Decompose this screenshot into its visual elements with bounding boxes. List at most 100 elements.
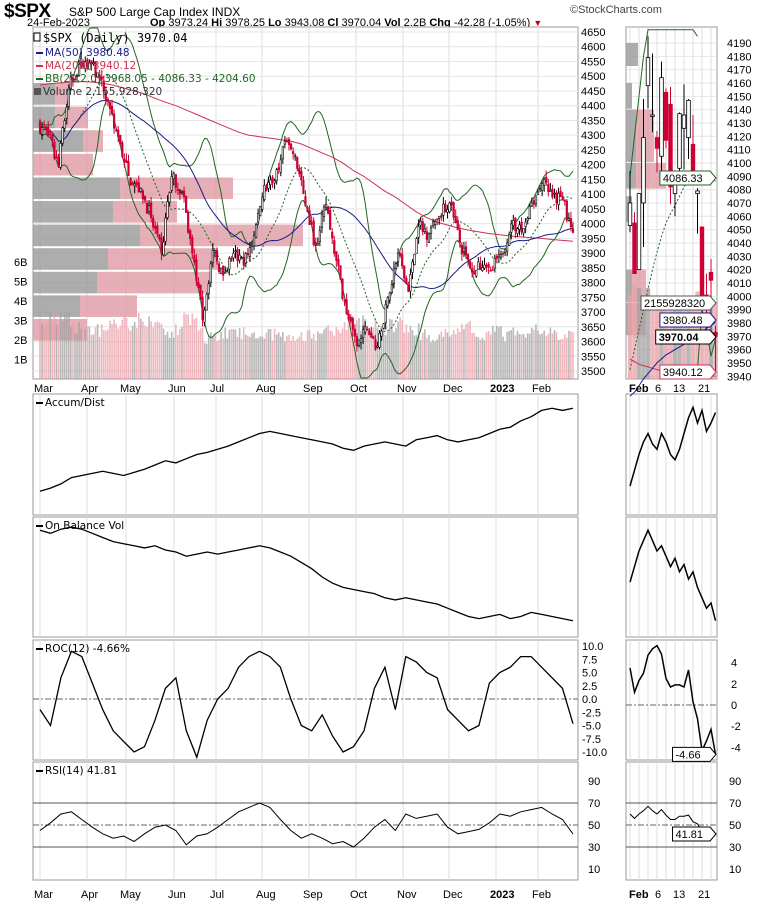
candle-body	[242, 256, 245, 266]
volume-bar	[327, 325, 329, 379]
volume-bar	[508, 330, 511, 379]
candle-body	[471, 268, 474, 273]
candle-body	[168, 192, 171, 203]
detail-candle-body	[645, 57, 651, 87]
volume-bar	[317, 331, 319, 379]
volume-bar	[364, 319, 366, 379]
ma200-tag-text: 3940.12	[663, 367, 703, 379]
volume-bar	[57, 325, 60, 379]
detail-roc-tick-label: 4	[731, 658, 737, 670]
ma50-tag-box	[659, 312, 717, 328]
month-label: Nov	[397, 383, 417, 395]
volume-bar	[442, 336, 445, 379]
price-tick-label: 3650	[581, 322, 605, 334]
security-name-text: S&P 500 Large Cap Index	[69, 5, 209, 19]
volume-bar	[426, 338, 428, 379]
candle-body	[506, 242, 509, 252]
volume-bar	[481, 337, 484, 379]
volume-bar	[86, 326, 89, 379]
legend-roc: ROC(12) -4.66%	[45, 643, 130, 655]
volume-bar	[286, 335, 288, 379]
volume-bar	[549, 327, 552, 379]
candle-body	[399, 252, 402, 256]
volume-bar	[321, 333, 323, 379]
volume-bar	[187, 314, 189, 379]
candle-body	[189, 230, 192, 240]
detail-candle-body	[641, 137, 646, 204]
volume-bar	[179, 328, 181, 379]
candle-body	[567, 218, 570, 221]
month-label: Jun	[168, 383, 186, 395]
volume-bar	[63, 314, 66, 379]
volume-bar	[632, 284, 637, 379]
volume-bar	[84, 329, 87, 379]
candle-body	[108, 102, 112, 109]
detail-price-tick-label: 4160	[727, 78, 751, 90]
volume-bar	[627, 295, 633, 379]
candle-body	[236, 249, 239, 262]
obv-line	[39, 526, 574, 622]
volume-bar	[189, 324, 192, 379]
candle-body	[145, 202, 149, 214]
open-value: 3973.24	[168, 17, 209, 29]
candle-body	[491, 269, 494, 271]
legend-volume: Volume 2,155,928,320	[43, 86, 162, 98]
candle-body	[215, 250, 219, 262]
detail-price-tick-label: 4120	[727, 131, 751, 143]
rsi-tag-box	[672, 826, 717, 842]
candle-body	[528, 205, 531, 219]
legend-ma200: MA(200) 3940.12	[45, 60, 136, 72]
candle-body	[370, 332, 373, 338]
legend-ma50-swatch	[36, 52, 43, 54]
candle-body	[73, 78, 77, 81]
volume-bar	[228, 329, 231, 379]
price-tick-label: 4500	[581, 71, 605, 83]
candle-body	[390, 284, 394, 294]
volume-bar	[516, 330, 519, 379]
candle-body	[448, 202, 451, 213]
volume-bar	[273, 328, 276, 379]
candle-body	[135, 181, 138, 185]
volume-bar	[284, 341, 286, 379]
candle-body	[345, 299, 348, 314]
candle-body	[372, 336, 375, 339]
volume-bar	[290, 340, 292, 379]
volume-by-price-up-bar	[626, 269, 632, 302]
volume-by-price-up-bar	[626, 162, 636, 189]
candle-body	[423, 228, 426, 232]
volume-bar	[514, 335, 517, 379]
volume-bar	[341, 328, 344, 379]
candle-body	[45, 126, 48, 131]
panel-frame	[32, 639, 579, 761]
volume-bar	[343, 322, 346, 379]
volume-by-price-up-bar	[33, 295, 80, 317]
candle-body	[71, 77, 75, 82]
volume-bar	[277, 332, 280, 379]
volume-bar	[183, 312, 185, 379]
candle-body	[213, 250, 217, 253]
volume-by-price-down-bar	[97, 271, 210, 294]
candle-body	[429, 227, 433, 234]
volume-bar	[483, 340, 486, 379]
volume-bar	[440, 331, 443, 379]
ohlc-summary: Op 3973.24 Hi 3978.25 Lo 3943.08 Cl 3970…	[150, 17, 542, 29]
candle-body	[211, 249, 214, 263]
bottom-month-label: Dec	[443, 889, 463, 901]
high-label: Hi	[211, 17, 223, 29]
legend-ma200-swatch	[36, 65, 43, 67]
volume-bar	[428, 334, 430, 379]
volume-bar	[288, 334, 290, 379]
low-label: Lo	[268, 17, 282, 29]
price-tick-label: 3500	[581, 366, 605, 378]
candle-body	[409, 274, 412, 292]
volume-bar	[102, 329, 105, 379]
candle-body	[359, 338, 363, 343]
candle-body	[75, 75, 79, 77]
candle-body	[292, 151, 295, 155]
legend-obv-swatch	[36, 525, 43, 527]
volume-by-price-down-bar	[140, 224, 303, 247]
detail-candle-body	[686, 99, 691, 139]
candle-body	[452, 202, 455, 218]
candle-body	[143, 195, 147, 201]
candle-body	[440, 215, 443, 218]
